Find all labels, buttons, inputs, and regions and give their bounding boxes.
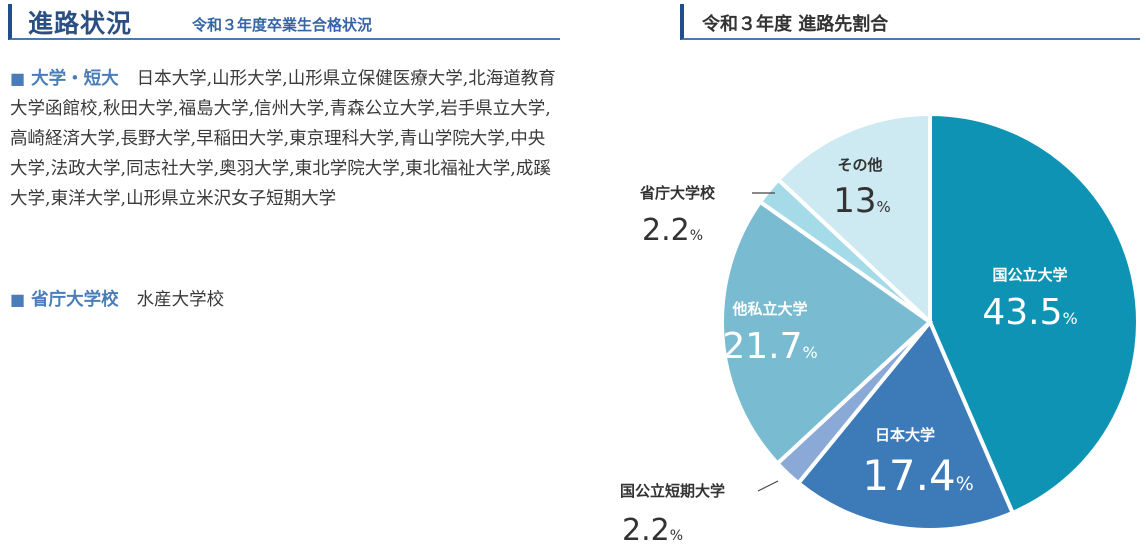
government-school-names: 水産大学校 [136,290,225,310]
university-category-label: 大学・短大 [31,69,119,89]
section-title-bar: 進路状況 令和３年度卒業生合格状況 [8,4,560,40]
pie-slice-1 [795,318,1016,532]
slice-value-5: 13% [833,181,891,221]
slice-value-1: 17.4% [862,451,974,500]
page-subtitle: 令和３年度卒業生合格状況 [192,16,373,34]
leader-line-2 [757,480,779,492]
page-title: 進路状況 [28,9,133,38]
slice-label-2: 国公立短期大学 [620,482,725,500]
slice-value-4: 2.2% [642,213,703,248]
pie-slice-0 [928,111,1140,516]
chart-title-bar: 令和３年度 進路先割合 [680,4,1140,40]
slice-label-5: その他 [837,156,882,174]
square-bullet-icon: ■ [10,69,26,88]
university-names: 日本大学,山形大学,山形県立保健医療大学,北海道教育大学函館校,秋田大学,福島大… [10,69,556,209]
slice-value-0: 43.5% [982,292,1077,333]
slice-label-4: 省庁大学校 [639,184,716,202]
square-bullet-icon: ■ [10,290,26,309]
pie-slice-5 [775,111,932,327]
slice-value-3: 21.7% [722,326,817,367]
pie-slice-3 [720,199,934,467]
slice-value-2: 2.2% [622,513,683,548]
slice-label-0: 国公立大学 [992,266,1067,284]
government-school-list: ■ 省庁大学校 水産大学校 [10,285,224,315]
slice-label-3: 他私立大学 [731,300,807,318]
university-list: ■ 大学・短大 日本大学,山形大学,山形県立保健医療大学,北海道教育大学函館校,秋田… [10,64,558,214]
pie-chart: 国公立大学 43.5% 日本大学 17.4% 国公立短期大学 2.2% 他私立大学 21.7%… [620,111,1140,548]
government-category-label: 省庁大学校 [31,290,119,310]
chart-title: 令和３年度 進路先割合 [702,14,889,35]
slice-label-1: 日本大学 [875,426,935,444]
